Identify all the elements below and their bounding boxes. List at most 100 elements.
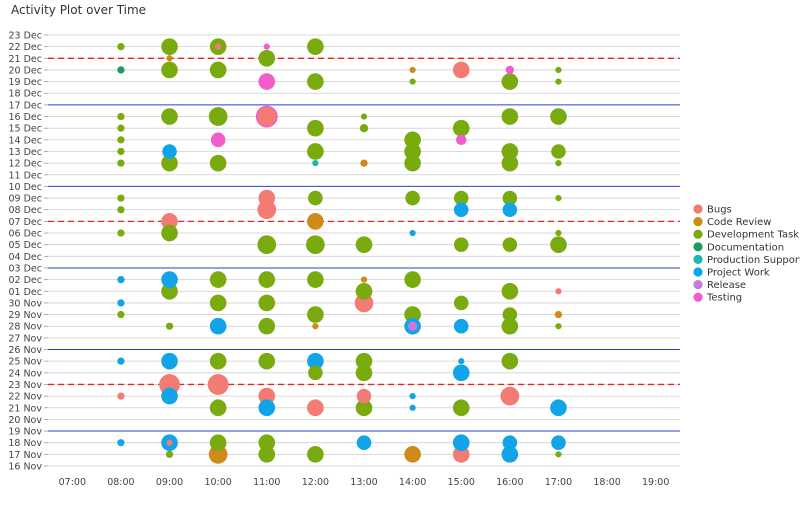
y-tick-label: 05 Dec — [9, 240, 43, 251]
bubble-development-task — [161, 154, 178, 172]
bubble-development-task — [209, 352, 227, 370]
bubble-development-task — [501, 282, 519, 300]
bubble-development-task — [453, 190, 469, 206]
bubble-development-task — [502, 307, 518, 322]
y-tick-label: 26 Nov — [8, 345, 42, 356]
y-tick-label: 18 Nov — [8, 438, 42, 449]
bubble-development-task — [161, 282, 178, 300]
bubble-project-work — [458, 358, 465, 365]
bubble-project-work — [501, 446, 519, 463]
x-tick-label: 08:00 — [107, 477, 134, 488]
bubble-bugs — [555, 288, 562, 295]
y-tick-label: 19 Nov — [8, 427, 42, 438]
y-tick-label: 13 Dec — [9, 147, 43, 158]
bubble-development-task — [355, 364, 373, 382]
y-tick-label: 23 Nov — [8, 380, 42, 391]
bubble-development-task — [117, 112, 125, 121]
y-tick-label: 04 Dec — [9, 252, 43, 263]
bubble-project-work — [453, 202, 469, 218]
bubble-development-task — [555, 66, 562, 74]
y-tick-label: 27 Nov — [8, 333, 42, 344]
bubble-development-task — [161, 108, 178, 125]
bubble-development-task — [308, 365, 323, 381]
bubble-project-work — [162, 144, 177, 159]
bubble-code-review — [312, 323, 319, 330]
bubble-development-task — [405, 190, 420, 206]
y-tick-label: 10 Dec — [9, 182, 43, 193]
bubble-development-task — [209, 154, 227, 172]
chart-title: Activity Plot over Time — [11, 3, 147, 17]
bubble-project-work — [409, 404, 416, 411]
x-tick-label: 07:00 — [59, 477, 86, 488]
bubble-bugs — [257, 107, 277, 126]
bubble-bugs — [207, 374, 229, 395]
bubble-development-task — [208, 107, 228, 126]
bubble-code-review — [404, 446, 421, 463]
bubble-development-task — [117, 229, 125, 237]
legend-marker-project-work — [693, 267, 703, 277]
y-tick-label: 21 Nov — [8, 403, 42, 414]
legend-marker-release — [693, 280, 703, 290]
bubble-bugs — [452, 61, 470, 79]
bubble-development-task — [117, 310, 125, 319]
y-tick-label: 24 Nov — [8, 368, 42, 379]
legend-marker-development-task — [693, 229, 703, 239]
bubble-project-work — [307, 352, 324, 370]
legend-label-project-work: Project Work — [707, 268, 770, 279]
y-tick-label: 30 Nov — [8, 298, 42, 309]
bubble-bugs — [257, 200, 277, 220]
bubble-development-task — [307, 446, 324, 463]
bubble-development-task — [404, 143, 421, 160]
bubble-project-work — [550, 399, 567, 417]
bubble-project-work — [453, 318, 469, 334]
y-tick-label: 22 Nov — [8, 392, 42, 403]
bubble-development-task — [404, 271, 421, 288]
bubble-project-work — [161, 271, 178, 288]
bubble-development-task — [555, 78, 562, 85]
y-tick-label: 23 Dec — [9, 31, 43, 42]
legend-label-bugs: Bugs — [707, 205, 732, 216]
y-tick-label: 20 Dec — [9, 65, 43, 76]
bubble-testing — [258, 73, 276, 90]
bubble-development-task — [117, 147, 125, 156]
bubble-project-work — [117, 439, 125, 447]
y-tick-label: 03 Dec — [9, 263, 43, 274]
bubble-development-task — [452, 399, 470, 417]
legend-label-code-review: Code Review — [707, 217, 771, 228]
y-tick-label: 17 Dec — [9, 100, 43, 111]
bubble-development-task — [117, 206, 125, 214]
bubble-testing — [210, 132, 226, 148]
x-tick-label: 13:00 — [350, 477, 377, 488]
bubble-development-task — [359, 124, 369, 133]
bubble-development-task — [307, 119, 324, 137]
bubble-development-task — [404, 131, 421, 149]
legend-marker-documentation — [693, 242, 703, 252]
bubble-release — [407, 321, 418, 331]
x-tick-label: 17:00 — [545, 477, 572, 488]
bubble-development-task — [117, 124, 125, 132]
bubble-development-task — [550, 108, 567, 125]
y-tick-label: 14 Dec — [9, 135, 43, 146]
legend-marker-code-review — [693, 217, 703, 227]
bubble-development-task — [307, 73, 324, 90]
bubble-testing — [505, 65, 515, 75]
bubble-testing — [263, 43, 270, 50]
bubble-project-work — [409, 229, 416, 237]
y-tick-label: 20 Nov — [8, 415, 42, 426]
bubble-development-task — [307, 306, 324, 323]
bubble-code-review — [360, 276, 368, 283]
bubble-development-task — [117, 159, 125, 167]
x-tick-label: 15:00 — [448, 477, 475, 488]
y-tick-label: 18 Dec — [9, 89, 43, 100]
bubble-bugs — [215, 43, 222, 50]
bubble-development-task — [258, 352, 276, 370]
bubble-project-work — [161, 387, 178, 405]
y-tick-label: 01 Dec — [9, 287, 43, 298]
bubble-code-review — [307, 213, 324, 230]
bubble-testing — [456, 134, 467, 146]
bubble-bugs — [117, 392, 125, 400]
bubble-project-work — [409, 392, 416, 400]
bubble-bugs — [258, 387, 276, 405]
y-tick-label: 19 Dec — [9, 77, 43, 88]
